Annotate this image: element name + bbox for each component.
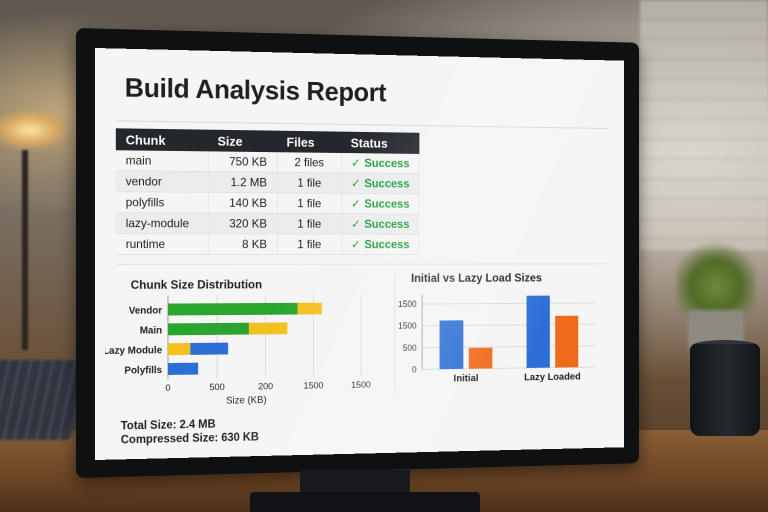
table-row: lazy-module 320 KB 1 file ✓ Success bbox=[115, 212, 420, 235]
table-row: vendor 1.2 MB 1 file ✓ Success bbox=[115, 170, 420, 194]
report-title: Build Analysis Report bbox=[124, 72, 387, 108]
header-size: Size bbox=[207, 129, 278, 153]
category-label: Lazy Loaded bbox=[524, 372, 581, 383]
category-label: Lazy Module bbox=[105, 345, 163, 357]
cell-chunk: polyfills bbox=[115, 191, 208, 214]
cell-size: 1.2 MB bbox=[207, 171, 278, 193]
cell-status: ✓ Success bbox=[341, 213, 420, 235]
cell-chunk: main bbox=[115, 150, 208, 172]
category-label: Polyfills bbox=[124, 365, 162, 376]
bar bbox=[468, 347, 493, 369]
cell-files: 1 file bbox=[277, 233, 342, 255]
table-row: runtime 8 KB 1 file ✓ Success bbox=[115, 233, 420, 255]
chunk-size-chart: 0 500 200 1500 1500 Vendor Main Lazy Module Poly… bbox=[105, 287, 371, 407]
cell-files: 2 files bbox=[277, 152, 342, 173]
check-icon: ✓ bbox=[351, 217, 361, 231]
desk-lamp bbox=[0, 110, 70, 150]
bar-segment bbox=[167, 342, 191, 356]
status-text: Success bbox=[364, 237, 410, 252]
table-row: polyfills 140 KB 1 file ✓ Success bbox=[115, 191, 420, 215]
bar bbox=[526, 295, 550, 368]
monitor-stand-base bbox=[250, 492, 480, 512]
cell-chunk: lazy-module bbox=[115, 212, 208, 234]
compressed-size-text: Compressed Size: 630 KB bbox=[120, 431, 259, 447]
x-tick-label: 200 bbox=[258, 381, 273, 392]
cell-size: 8 KB bbox=[207, 233, 278, 255]
category-label: Main bbox=[140, 325, 162, 336]
status-text: Success bbox=[364, 217, 410, 231]
section-divider bbox=[116, 263, 607, 265]
grid-line bbox=[422, 303, 595, 304]
status-text: Success bbox=[364, 156, 410, 171]
table-row: main 750 KB 2 files ✓ Success bbox=[115, 150, 420, 174]
cell-chunk: runtime bbox=[115, 233, 208, 255]
cell-files: 1 file bbox=[277, 172, 342, 194]
category-label: Initial bbox=[454, 373, 479, 384]
cell-files: 1 file bbox=[277, 192, 342, 214]
build-summary: Total Size: 2.4 MB Compressed Size: 630 … bbox=[121, 417, 259, 448]
brick-wall bbox=[640, 0, 768, 250]
check-icon: ✓ bbox=[351, 156, 361, 170]
bar bbox=[555, 315, 579, 368]
cell-files: 1 file bbox=[277, 213, 342, 235]
load-size-chart: 0 500 1500 1500 Initial Lazy Loaded bbox=[398, 282, 602, 384]
lamp-pole bbox=[22, 150, 28, 350]
cell-status: ✓ Success bbox=[341, 172, 420, 194]
monitor-screen: Build Analysis Report Chunk Size Files S… bbox=[95, 48, 625, 460]
status-text: Success bbox=[364, 196, 410, 211]
y-tick-label: 500 bbox=[403, 343, 417, 353]
cell-status: ✓ Success bbox=[341, 234, 420, 255]
cell-status: ✓ Success bbox=[341, 193, 420, 215]
cell-size: 140 KB bbox=[207, 192, 278, 214]
bar-segment bbox=[248, 322, 288, 335]
x-tick-label: 0 bbox=[165, 383, 170, 394]
x-tick-label: 500 bbox=[209, 382, 224, 393]
chunk-table: Chunk Size Files Status main 750 KB 2 fi… bbox=[115, 128, 420, 255]
bar-segment bbox=[297, 302, 322, 315]
coffee-mug bbox=[690, 344, 760, 436]
x-axis-label: Size (KB) bbox=[226, 395, 267, 407]
header-files: Files bbox=[277, 130, 342, 153]
title-divider bbox=[116, 120, 607, 129]
check-icon: ✓ bbox=[351, 237, 361, 252]
cell-size: 750 KB bbox=[207, 151, 278, 173]
y-tick-label: 1500 bbox=[398, 299, 416, 309]
bar bbox=[439, 320, 464, 370]
header-status: Status bbox=[341, 131, 420, 154]
bar-segment bbox=[167, 322, 249, 336]
potted-plant bbox=[676, 238, 756, 318]
status-text: Success bbox=[364, 176, 410, 191]
x-tick-label: 1500 bbox=[351, 380, 371, 391]
bar-segment bbox=[190, 342, 229, 355]
y-tick-label: 1500 bbox=[398, 321, 416, 331]
category-label: Vendor bbox=[129, 306, 162, 317]
bar-segment bbox=[167, 302, 298, 316]
x-tick-label: 1500 bbox=[304, 381, 324, 392]
y-tick-label: 0 bbox=[412, 365, 417, 375]
cell-status: ✓ Success bbox=[341, 152, 420, 174]
cell-size: 320 KB bbox=[207, 213, 278, 234]
check-icon: ✓ bbox=[351, 176, 361, 191]
header-chunk: Chunk bbox=[115, 128, 208, 152]
bar-segment bbox=[167, 362, 199, 375]
cell-chunk: vendor bbox=[115, 170, 208, 193]
check-icon: ✓ bbox=[351, 196, 361, 211]
